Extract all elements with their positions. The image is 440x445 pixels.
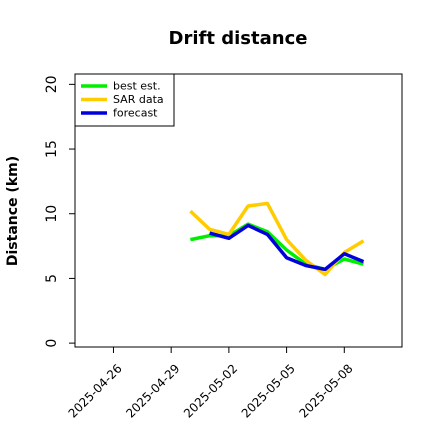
x-tick-label: 2025-05-02 <box>181 361 240 420</box>
y-tick-label: 20 <box>44 75 60 93</box>
y-tick-label: 15 <box>44 140 60 158</box>
x-tick-label: 2025-05-05 <box>239 361 298 420</box>
x-tick-label: 2025-04-29 <box>123 361 182 420</box>
series-line-forecast <box>209 223 365 272</box>
y-axis-label: Distance (km) <box>5 156 21 266</box>
y-tick-label: 0 <box>44 339 60 348</box>
y-tick-label: 10 <box>44 205 60 223</box>
y-axis: 0 5 10 15 20 <box>44 75 75 348</box>
series-layer <box>189 201 365 277</box>
y-tick-label: 5 <box>44 274 60 283</box>
x-tick-label: 2025-04-26 <box>66 361 125 420</box>
x-axis: 2025-04-262025-04-292025-05-022025-05-05… <box>66 347 356 421</box>
legend-entry: best est. <box>113 80 161 93</box>
plot-frame <box>74 73 403 348</box>
x-tick-label: 2025-05-08 <box>296 361 355 420</box>
legend-entry: forecast <box>113 107 158 120</box>
legend-entry: SAR data <box>113 93 164 106</box>
chart-title: Drift distance <box>169 28 308 49</box>
